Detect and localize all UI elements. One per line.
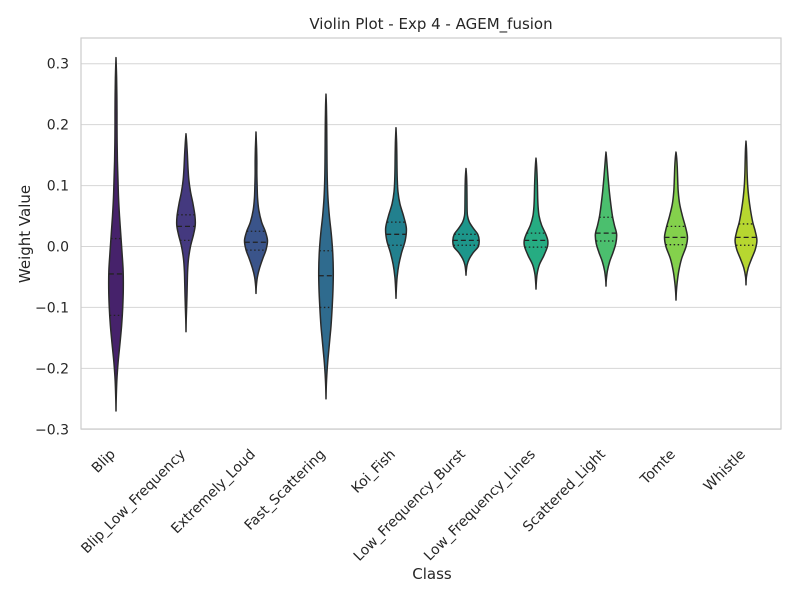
violin-Extremely_Loud bbox=[243, 131, 269, 295]
y-tick-labels: 0.3 0.2 0.1 0.0 −0.1 −0.2 −0.3 bbox=[35, 57, 69, 439]
chart-title: Violin Plot - Exp 4 - AGEM_fusion bbox=[309, 15, 552, 34]
y-tick-label: 0.2 bbox=[47, 118, 69, 134]
y-tick-label: 0.0 bbox=[47, 240, 69, 256]
violin-body bbox=[107, 56, 125, 412]
violin-Blip_Low_Frequency bbox=[175, 133, 197, 333]
violin-body bbox=[384, 126, 408, 300]
violin-Fast_Scattering bbox=[317, 93, 335, 400]
violin-body bbox=[452, 167, 480, 276]
violin-Whistle bbox=[734, 140, 758, 286]
y-tick-label: −0.2 bbox=[35, 361, 69, 377]
y-tick-label: 0.3 bbox=[47, 57, 69, 73]
violin-body bbox=[523, 157, 549, 290]
violin-Low_Frequency_Lines bbox=[523, 157, 549, 290]
violin-body bbox=[243, 131, 269, 295]
violin-body bbox=[317, 93, 335, 400]
violin-Tomte bbox=[663, 151, 689, 301]
y-tick-label: −0.3 bbox=[35, 422, 69, 438]
violins bbox=[107, 56, 758, 412]
violin-Scattered_Light bbox=[594, 151, 618, 287]
violin-Blip bbox=[107, 56, 125, 412]
violin-Koi_Fish bbox=[384, 126, 408, 300]
y-tick-label: −0.1 bbox=[35, 300, 69, 316]
plot-frame bbox=[80, 37, 782, 430]
y-axis-label: Weight Value bbox=[16, 185, 34, 283]
y-tick-label: 0.1 bbox=[47, 179, 69, 195]
violin-body bbox=[175, 133, 197, 333]
violin-body bbox=[594, 151, 618, 287]
x-axis-label: Class bbox=[412, 565, 452, 583]
violin-body bbox=[734, 140, 758, 286]
violin-Low_Frequency_Burst bbox=[452, 167, 480, 276]
